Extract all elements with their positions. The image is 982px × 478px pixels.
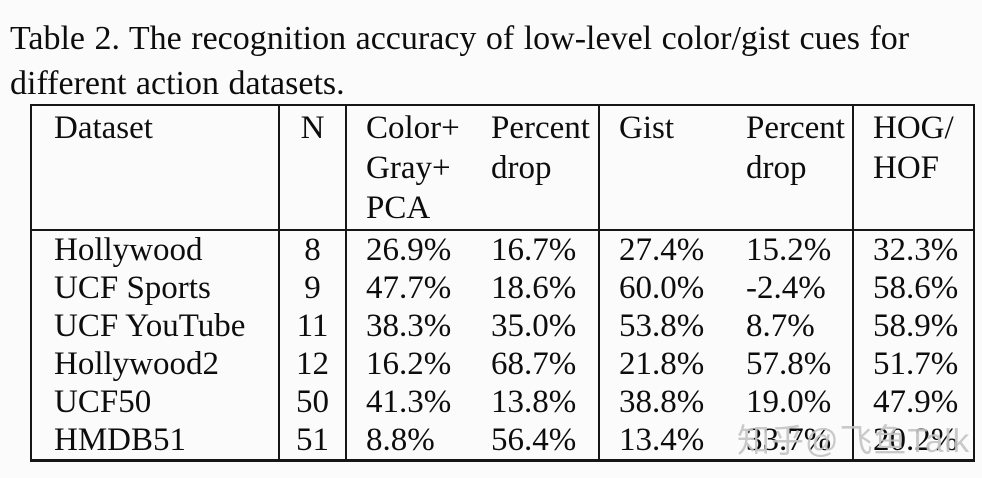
col-header-gist: Gist bbox=[598, 105, 746, 230]
cell-dataset: UCF YouTube bbox=[54, 308, 246, 344]
cell-dataset: Hollywood2 bbox=[54, 346, 219, 382]
cell-percent-drop-2: -2.4% bbox=[746, 270, 826, 306]
cell-color-gray-pca: 47.7% bbox=[345, 269, 491, 307]
col-header-percent-drop-2: Percent drop bbox=[746, 110, 845, 186]
cell-percent-drop-1: 68.7% bbox=[491, 346, 577, 382]
cell-percent-drop-2: 15.2% bbox=[746, 232, 832, 268]
cell-percent-drop-2: 8.7% bbox=[746, 308, 815, 344]
table-row: Hollywood 8 26.9% 16.7% 27.4% 15.2% 32.3… bbox=[31, 230, 974, 269]
cell-color-gray-pca: 26.9% bbox=[345, 230, 491, 269]
col-header-dataset: Dataset bbox=[54, 110, 153, 146]
cell-percent-drop-1: 18.6% bbox=[491, 270, 577, 306]
cell-color-gray-pca: 16.2% bbox=[345, 345, 491, 383]
cell-gist: 13.4% bbox=[598, 421, 746, 461]
cell-color-gray-pca: 38.3% bbox=[345, 307, 491, 345]
cell-hog-hof: 51.7% bbox=[852, 345, 974, 383]
cell-hog-hof: 20.2% bbox=[852, 421, 974, 461]
cell-percent-drop-1: 35.0% bbox=[491, 308, 577, 344]
header-row: Dataset N Color+ Gray+ PCA Percent drop … bbox=[31, 105, 974, 230]
col-header-color-gray-pca: Color+ Gray+ PCA bbox=[345, 105, 491, 230]
caption-line-1: Table 2. The recognition accuracy of low… bbox=[10, 20, 910, 57]
cell-hog-hof: 32.3% bbox=[852, 230, 974, 269]
recognition-accuracy-table: Dataset N Color+ Gray+ PCA Percent drop … bbox=[30, 104, 975, 462]
cell-n: 9 bbox=[278, 269, 346, 307]
table-row: HMDB51 51 8.8% 56.4% 13.4% 33.7% 20.2% bbox=[31, 421, 974, 461]
col-header-n: N bbox=[278, 105, 346, 230]
caption-line-2: different action datasets. bbox=[10, 65, 345, 102]
cell-gist: 53.8% bbox=[598, 307, 746, 345]
col-header-hog-hof: HOG/ HOF bbox=[852, 105, 974, 230]
cell-n: 51 bbox=[278, 421, 346, 461]
cell-dataset: UCF50 bbox=[54, 384, 152, 420]
table-row: UCF50 50 41.3% 13.8% 38.8% 19.0% 47.9% bbox=[31, 383, 974, 421]
cell-dataset: HMDB51 bbox=[54, 422, 187, 458]
cell-hog-hof: 58.9% bbox=[852, 307, 974, 345]
cell-percent-drop-2: 33.7% bbox=[746, 422, 832, 458]
cell-gist: 60.0% bbox=[598, 269, 746, 307]
cell-n: 8 bbox=[278, 230, 346, 269]
cell-color-gray-pca: 41.3% bbox=[345, 383, 491, 421]
cell-color-gray-pca: 8.8% bbox=[345, 421, 491, 461]
cell-gist: 27.4% bbox=[598, 230, 746, 269]
cell-percent-drop-2: 19.0% bbox=[746, 384, 832, 420]
cell-hog-hof: 58.6% bbox=[852, 269, 974, 307]
cell-n: 50 bbox=[278, 383, 346, 421]
cell-n: 12 bbox=[278, 345, 346, 383]
cell-n: 11 bbox=[278, 307, 346, 345]
table-row: UCF Sports 9 47.7% 18.6% 60.0% -2.4% 58.… bbox=[31, 269, 974, 307]
table-row: Hollywood2 12 16.2% 68.7% 21.8% 57.8% 51… bbox=[31, 345, 974, 383]
col-header-percent-drop-1: Percent drop bbox=[491, 110, 590, 186]
cell-gist: 38.8% bbox=[598, 383, 746, 421]
cell-dataset: UCF Sports bbox=[54, 270, 211, 306]
cell-dataset: Hollywood bbox=[54, 232, 203, 268]
cell-gist: 21.8% bbox=[598, 345, 746, 383]
table-row: UCF YouTube 11 38.3% 35.0% 53.8% 8.7% 58… bbox=[31, 307, 974, 345]
cell-percent-drop-1: 16.7% bbox=[491, 232, 577, 268]
cell-percent-drop-1: 13.8% bbox=[491, 384, 577, 420]
cell-hog-hof: 47.9% bbox=[852, 383, 974, 421]
table-caption: Table 2. The recognition accuracy of low… bbox=[10, 16, 909, 106]
cell-percent-drop-1: 56.4% bbox=[491, 422, 577, 458]
cell-percent-drop-2: 57.8% bbox=[746, 346, 832, 382]
